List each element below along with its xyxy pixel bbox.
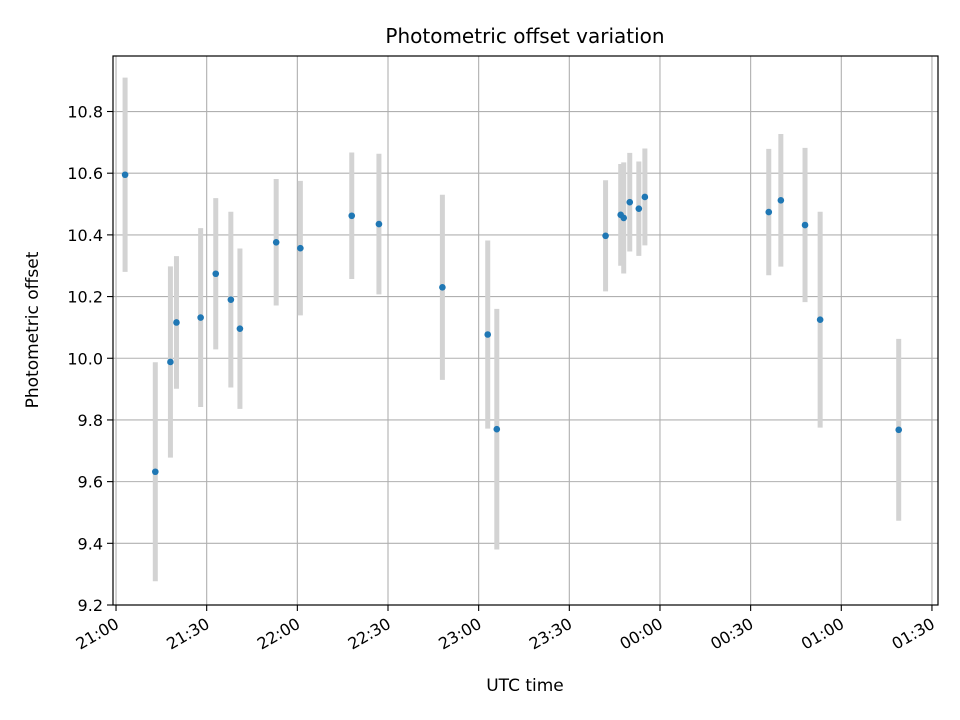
plot-frame (112, 55, 939, 606)
data-point (272, 238, 280, 246)
data-point (765, 208, 773, 216)
data-point (439, 284, 446, 291)
data-point (620, 214, 628, 222)
data-point (816, 316, 824, 324)
y-axis: 9.2 9.4 9.6 9.8 10.0 10.2 10.4 10.6 10.8 (67, 103, 113, 615)
data-point (602, 232, 609, 240)
y-tick-label: 9.2 (78, 596, 103, 615)
x-axis-label: UTC time (486, 676, 564, 696)
y-axis-label: Photometric offset (23, 251, 43, 408)
data-point (626, 198, 634, 206)
data-point (236, 325, 244, 332)
data-point (348, 212, 356, 220)
data-points (121, 171, 903, 476)
y-tick-label: 9.4 (78, 534, 103, 553)
data-point (777, 197, 785, 204)
data-point (801, 221, 809, 229)
data-point (227, 296, 235, 303)
data-point (167, 358, 174, 366)
data-point (212, 270, 220, 278)
data-point (493, 425, 501, 433)
data-point (895, 426, 903, 434)
y-tick-label: 10.8 (67, 103, 103, 122)
y-tick-label: 10.0 (67, 349, 103, 368)
y-tick-label: 9.6 (78, 473, 103, 492)
data-point (484, 331, 492, 338)
data-point (297, 244, 304, 252)
y-tick-label: 10.4 (67, 226, 103, 245)
chart-title: Photometric offset variation (385, 24, 664, 48)
y-tick-label: 9.8 (78, 411, 103, 430)
y-tick-label: 10.6 (67, 164, 103, 183)
data-point (635, 205, 643, 212)
data-point (152, 468, 159, 476)
y-tick-label: 10.2 (67, 288, 103, 307)
data-point (121, 171, 129, 179)
data-point (197, 314, 204, 321)
data-point (173, 319, 180, 326)
data-point (641, 193, 649, 201)
data-point (375, 220, 383, 228)
